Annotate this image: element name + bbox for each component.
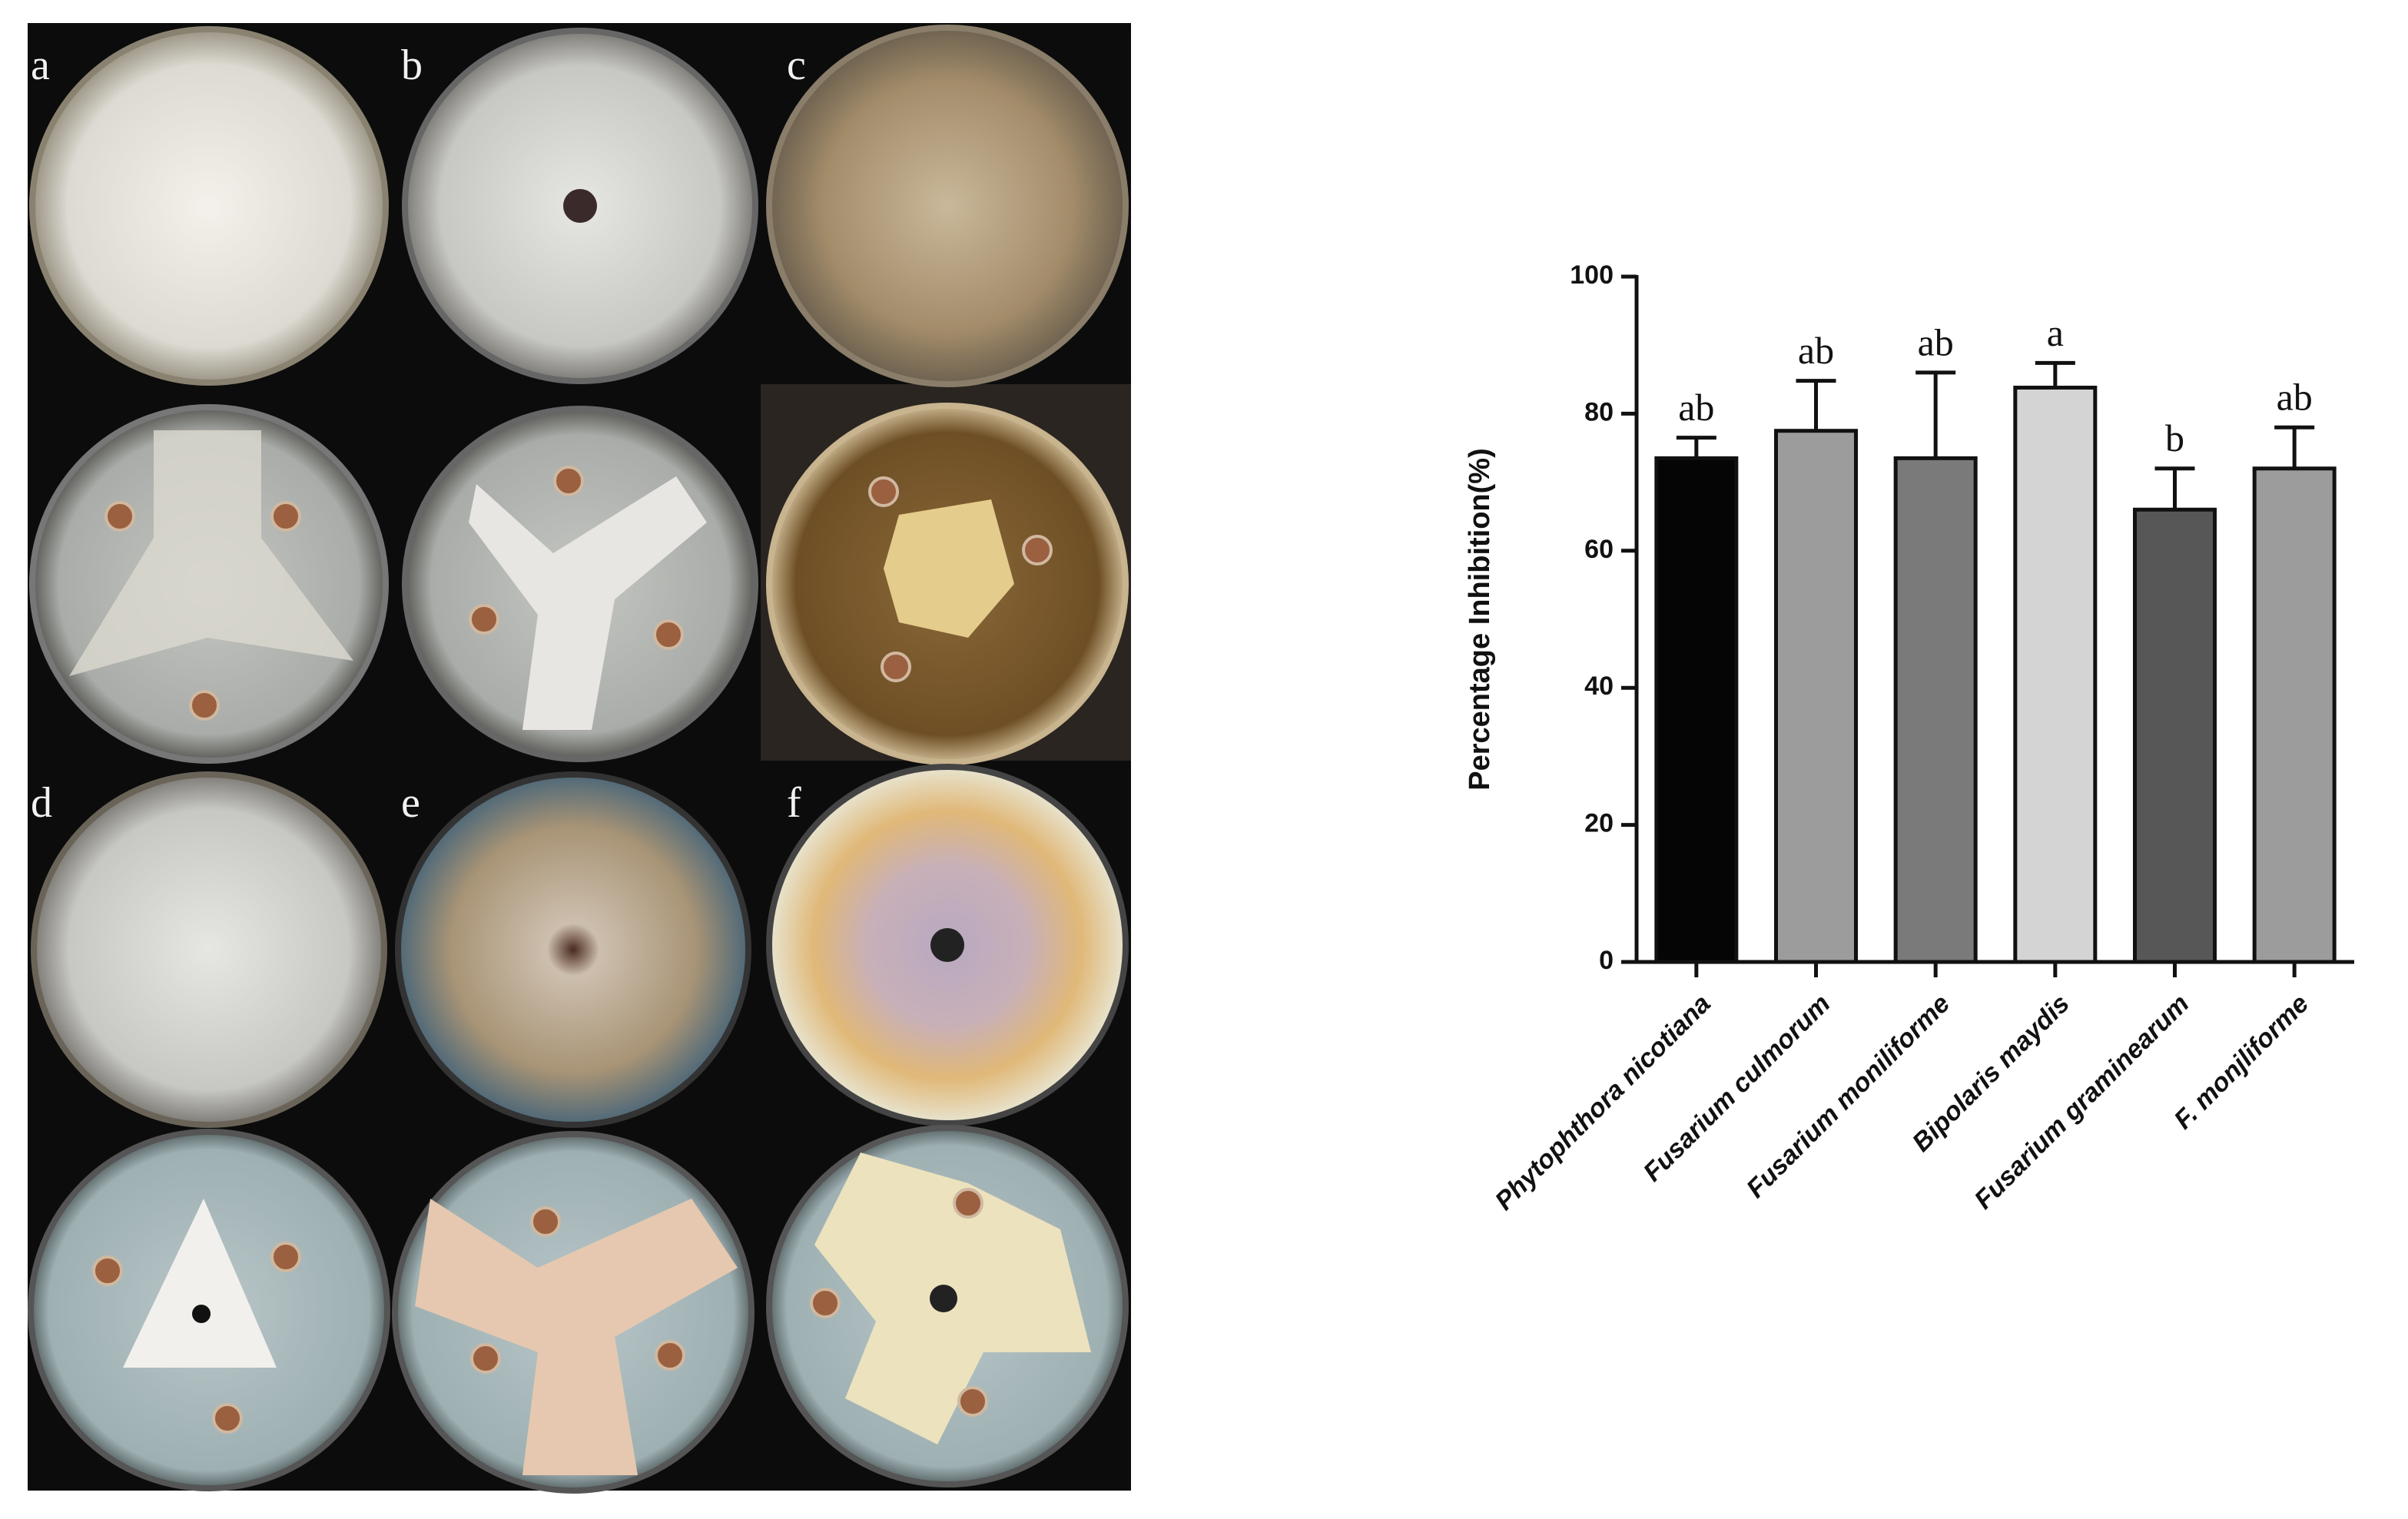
bar bbox=[2133, 507, 2217, 964]
bar bbox=[2013, 386, 2098, 964]
significance-label: ab bbox=[1798, 329, 1834, 372]
y-tick-label: 60 bbox=[1584, 535, 1614, 564]
petri-dish bbox=[395, 771, 751, 1128]
bar bbox=[1774, 429, 1858, 964]
significance-label: ab bbox=[1678, 386, 1714, 429]
significance-label: ab bbox=[2277, 376, 2313, 419]
panel-label: d bbox=[31, 779, 52, 827]
significance-label: b bbox=[2165, 416, 2184, 459]
y-tick-label: 0 bbox=[1599, 946, 1614, 975]
petri-dish bbox=[29, 26, 389, 386]
y-tick-label: 40 bbox=[1584, 672, 1614, 701]
fungal-growth bbox=[884, 499, 1014, 638]
panel-label: c bbox=[787, 41, 806, 89]
y-tick-label: 80 bbox=[1584, 397, 1614, 426]
fungal-growth bbox=[123, 1199, 277, 1368]
fungal-growth bbox=[415, 1199, 738, 1475]
panel-label: e bbox=[401, 779, 420, 827]
fungal-growth bbox=[469, 476, 707, 730]
significance-label: ab bbox=[1918, 320, 1954, 363]
y-axis-label: Percentage Inhibition(%) bbox=[1464, 448, 1496, 790]
panel-label: b bbox=[401, 41, 423, 89]
x-tick-label: Fusarium graminearum bbox=[1969, 989, 2194, 1215]
x-tick-label: Fusarium moniliforme bbox=[1741, 989, 1955, 1203]
fungal-growth bbox=[69, 430, 353, 676]
bar bbox=[1654, 456, 1739, 964]
petri-well bbox=[563, 189, 597, 223]
x-tick-label: Phytophthora nicotiana bbox=[1489, 989, 1716, 1216]
y-tick-label: 20 bbox=[1584, 809, 1614, 838]
panel-label: a bbox=[31, 41, 50, 89]
bar bbox=[1893, 456, 1978, 964]
bar bbox=[2252, 466, 2337, 964]
y-tick-label: 100 bbox=[1570, 260, 1614, 290]
petri-dish bbox=[766, 25, 1129, 387]
significance-label: a bbox=[2047, 311, 2064, 354]
photo-panel bbox=[28, 23, 1131, 1494]
petri-dish bbox=[31, 771, 387, 1128]
petri-well bbox=[930, 1285, 957, 1312]
wells bbox=[92, 466, 1053, 1434]
petri-well bbox=[930, 928, 964, 962]
petri-well bbox=[192, 1305, 211, 1323]
panel-label: f bbox=[787, 779, 801, 827]
